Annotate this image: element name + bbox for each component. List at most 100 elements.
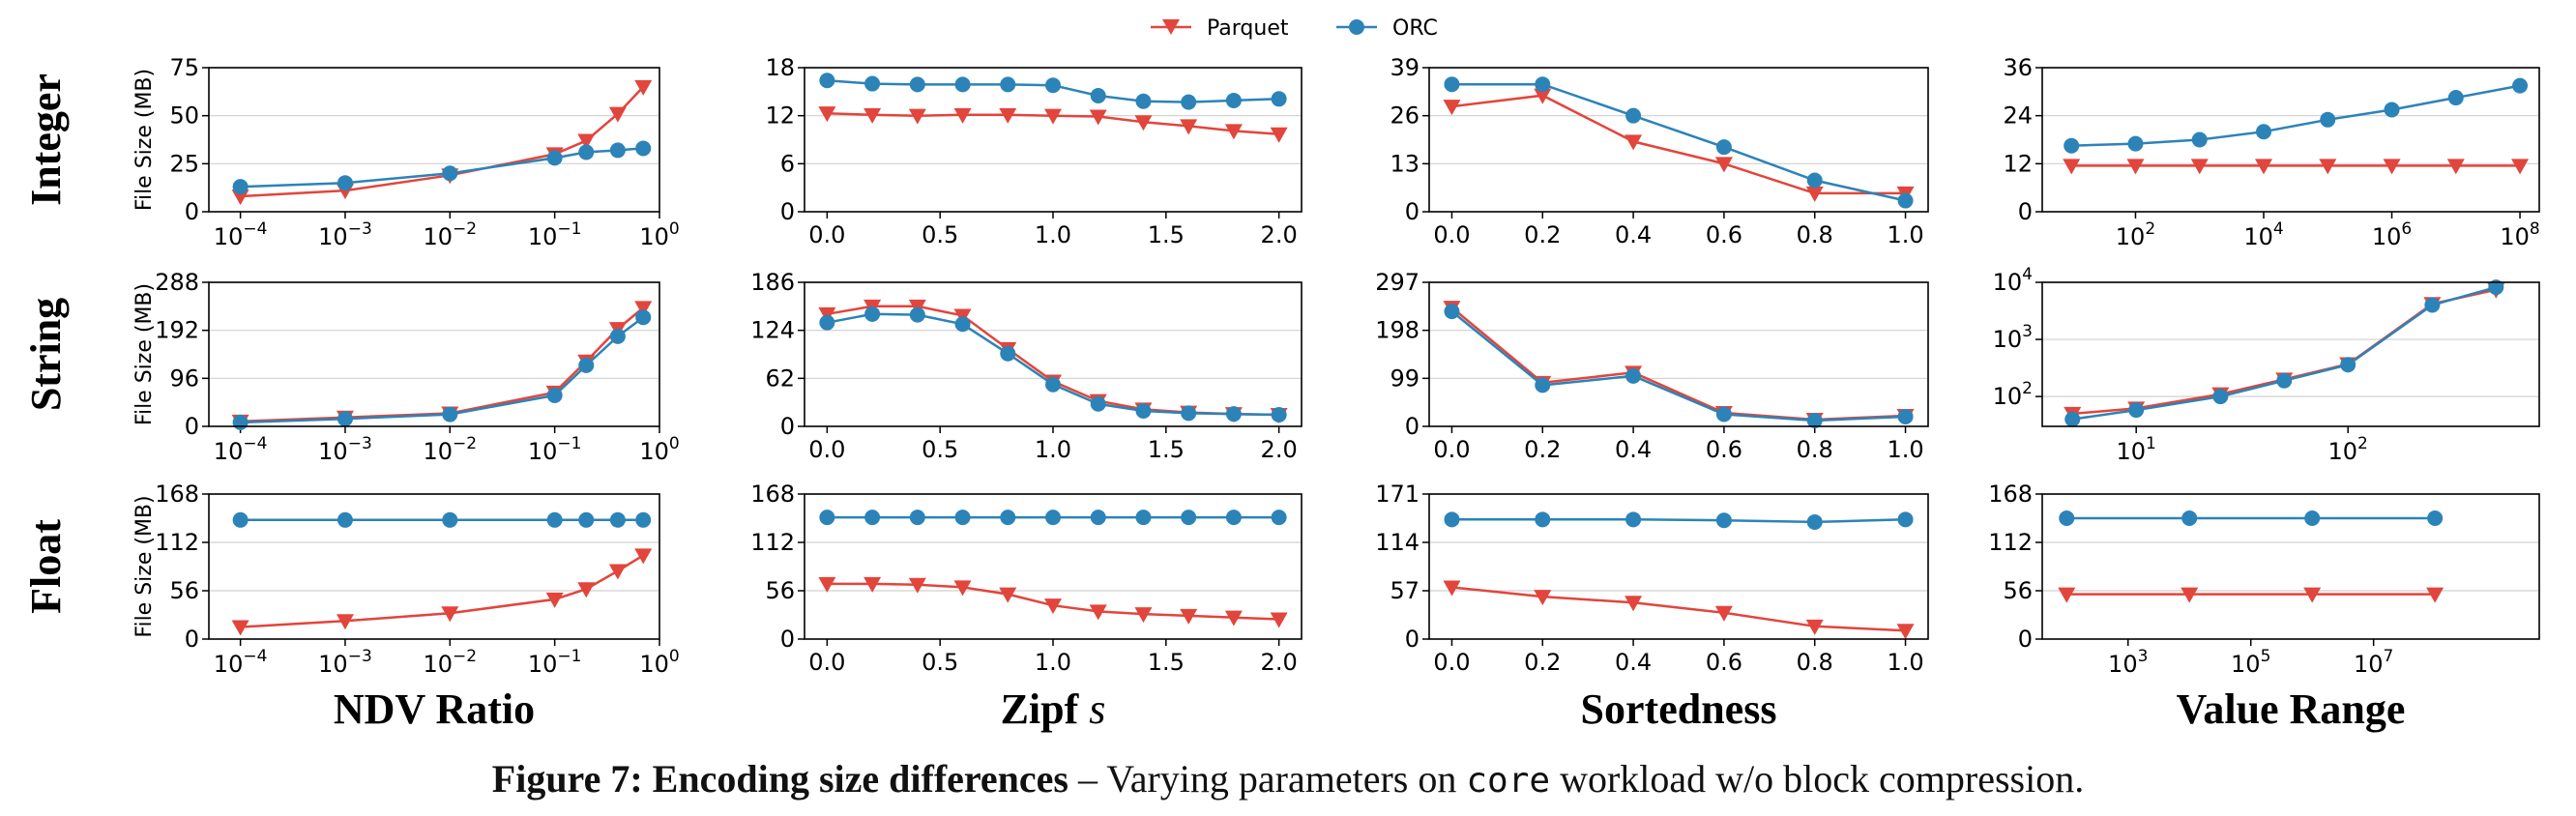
series-line-orc: [1451, 82, 1906, 202]
marker-parquet: [1443, 100, 1461, 116]
caption-workload: core: [1466, 761, 1551, 801]
x-tick-label: 0.6: [1706, 436, 1742, 463]
x-tick-label: 10−3: [318, 647, 372, 678]
panel-r1-c0: 0 96 192 288 10−4 10−3 10−2 10−1 100 File Size (M…: [132, 269, 680, 465]
marker-parquet: [1134, 115, 1153, 131]
y-tick-label: 13: [1390, 150, 1420, 177]
marker-orc: [2181, 510, 2198, 526]
marker-orc: [1535, 377, 1551, 393]
marker-parquet: [1224, 610, 1243, 627]
marker-orc: [1045, 77, 1061, 94]
y-axis-label: File Size (MB): [132, 69, 157, 211]
y-tick-label: 112: [155, 529, 199, 556]
x-tick-label: 10−2: [424, 434, 478, 465]
marker-parquet: [1180, 608, 1198, 625]
x-tick-label: 1.0: [1035, 221, 1071, 248]
marker-orc: [1806, 513, 1823, 530]
marker-orc: [1715, 406, 1732, 423]
marker-orc: [1444, 304, 1460, 320]
marker-parquet: [1714, 605, 1733, 622]
marker-orc: [1135, 402, 1152, 419]
marker-parquet: [2063, 159, 2081, 175]
marker-orc: [442, 406, 458, 423]
x-tick-label: 0.0: [1433, 221, 1470, 248]
x-tick-label: 0.8: [1797, 649, 1833, 676]
x-tick-label: 0.5: [922, 436, 958, 463]
marker-orc: [1135, 510, 1152, 526]
series-line-orc: [2071, 84, 2521, 147]
y-tick-label: 104: [1993, 265, 2033, 296]
y-tick-label: 0: [1405, 198, 1420, 225]
marker-orc: [1000, 345, 1016, 362]
y-tick-label: 18: [765, 54, 795, 81]
marker-orc: [2384, 102, 2400, 118]
marker-orc: [954, 316, 971, 333]
marker-parquet: [2181, 587, 2199, 603]
y-tick-label: 168: [155, 481, 199, 508]
x-tick-label: 10−2: [424, 647, 478, 678]
y-tick-label: 297: [1375, 269, 1420, 296]
x-tick-label: 1.0: [1887, 649, 1923, 676]
x-tick-label: 0.0: [1433, 436, 1470, 463]
x-tick-label: 0.2: [1524, 436, 1561, 463]
marker-orc: [2320, 111, 2336, 128]
marker-orc: [578, 144, 595, 160]
marker-orc: [1715, 512, 1732, 529]
marker-orc: [819, 73, 835, 89]
y-tick-label: 26: [1390, 102, 1420, 130]
x-tick-label: 10−3: [318, 219, 372, 250]
series-line-parquet: [1451, 94, 1906, 195]
y-tick-label: 0: [185, 198, 199, 225]
marker-orc: [337, 511, 353, 528]
x-tick-label: 107: [2354, 647, 2393, 678]
marker-parquet: [1089, 109, 1107, 126]
x-tick-label: 108: [2500, 219, 2539, 250]
series-line-parquet: [1450, 306, 1906, 422]
legend-marker-circle: [1349, 19, 1364, 35]
x-tick-label: 0.5: [922, 649, 958, 676]
x-tick-label: 1.0: [1887, 221, 1923, 248]
x-tick-label: 106: [2372, 219, 2412, 250]
marker-orc: [2427, 510, 2444, 526]
marker-parquet: [1134, 607, 1153, 624]
marker-parquet: [1534, 88, 1552, 104]
marker-orc: [578, 511, 595, 528]
marker-parquet: [2383, 159, 2401, 175]
marker-parquet: [1714, 157, 1733, 173]
marker-orc: [1271, 510, 1287, 526]
marker-orc: [2512, 77, 2529, 94]
row-labels: Integer String Float: [22, 73, 70, 614]
x-tick-label: 10−1: [528, 219, 582, 250]
row-label-float: Float: [22, 519, 70, 614]
marker-orc: [2424, 297, 2441, 313]
x-tick-label: 0.4: [1615, 649, 1652, 676]
y-tick-label: 0: [185, 413, 199, 440]
y-tick-label: 0: [2018, 198, 2033, 225]
marker-orc: [609, 511, 626, 528]
y-tick-label: 39: [1390, 54, 1420, 81]
marker-parquet: [634, 548, 653, 565]
axes-frame: [1428, 493, 1929, 640]
marker-parquet: [231, 189, 249, 206]
column-label-2: Sortedness: [1581, 685, 1777, 733]
panel-r0-c3: 0 12 24 36 102 104 106 108: [2003, 54, 2540, 250]
x-tick-label: 100: [639, 647, 679, 678]
y-tick-label: 0: [780, 198, 795, 225]
series-line-parquet: [1451, 586, 1906, 632]
x-tick-label: 10−4: [214, 647, 268, 678]
y-tick-label: 36: [2003, 54, 2033, 81]
figure-caption: Figure 7: Encoding size differences – Va…: [0, 756, 2576, 801]
marker-parquet: [818, 106, 836, 123]
x-tick-label: 1.5: [1148, 649, 1185, 676]
marker-orc: [909, 76, 925, 93]
marker-parquet: [908, 108, 926, 125]
y-tick-label: 288: [155, 269, 199, 296]
marker-orc: [546, 511, 563, 528]
marker-orc: [1225, 406, 1242, 423]
series-line-orc: [827, 312, 1279, 417]
y-tick-label: 0: [780, 626, 795, 653]
axes-frame: [1428, 67, 1929, 213]
panel-r1-c2: 0 99 198 297 0.0 0.2 0.4 0.6 0.8 1.0: [1375, 269, 1929, 463]
y-tick-label: 168: [750, 481, 795, 508]
